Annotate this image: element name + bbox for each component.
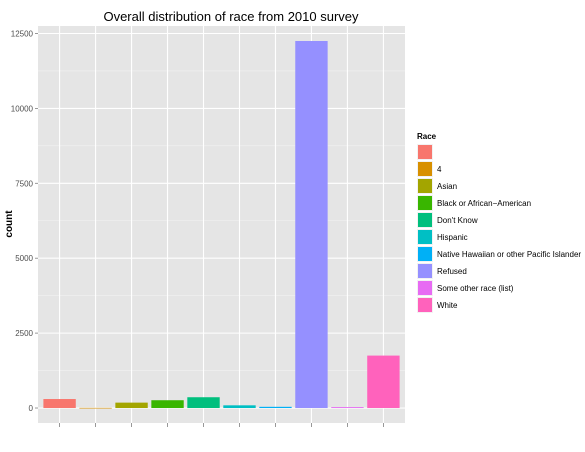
legend-swatch xyxy=(418,179,432,193)
y-tick-label: 0 xyxy=(29,404,34,413)
legend-swatch xyxy=(418,162,432,176)
bar xyxy=(295,40,328,409)
legend-swatch xyxy=(418,230,432,244)
bar xyxy=(367,355,400,409)
bar xyxy=(79,407,112,409)
legend-label: Native Hawaiian or other Pacific Islande… xyxy=(437,250,581,259)
legend-label: Don't Know xyxy=(437,216,478,225)
legend-label: 4 xyxy=(437,165,442,174)
legend-swatch xyxy=(418,213,432,227)
chart-title: Overall distribution of race from 2010 s… xyxy=(103,9,359,24)
bar xyxy=(187,397,220,409)
legend-swatch xyxy=(418,264,432,278)
legend-swatch xyxy=(418,145,432,159)
y-axis: 0 2500 5000 7500 10000 12500 xyxy=(11,29,38,413)
legend-swatch xyxy=(418,247,432,261)
legend-swatch xyxy=(418,196,432,210)
bar xyxy=(43,399,76,409)
y-axis-title: count xyxy=(4,210,15,238)
legend-swatch xyxy=(418,298,432,312)
legend-label: Asian xyxy=(437,182,457,191)
legend-label: Hispanic xyxy=(437,233,468,242)
y-tick-label: 2500 xyxy=(15,329,33,338)
y-tick-label: 12500 xyxy=(11,29,34,38)
bar xyxy=(115,402,148,409)
legend: Race 4 Asian Black or African−American Don'… xyxy=(417,132,581,313)
plot-panel xyxy=(38,26,405,423)
legend-label: White xyxy=(437,301,458,310)
bar xyxy=(331,407,364,409)
y-tick-label: 10000 xyxy=(11,104,34,113)
bar xyxy=(151,400,184,409)
legend-swatch xyxy=(418,281,432,295)
legend-label: Refused xyxy=(437,267,467,276)
bars xyxy=(43,40,400,409)
y-tick-label: 5000 xyxy=(15,254,33,263)
legend-label: Black or African−American xyxy=(437,199,531,208)
bar xyxy=(259,406,292,409)
x-axis xyxy=(59,423,384,427)
y-tick-label: 7500 xyxy=(15,179,33,188)
legend-label: Some other race (list) xyxy=(437,284,514,293)
bar xyxy=(223,405,256,409)
legend-title: Race xyxy=(417,132,437,141)
